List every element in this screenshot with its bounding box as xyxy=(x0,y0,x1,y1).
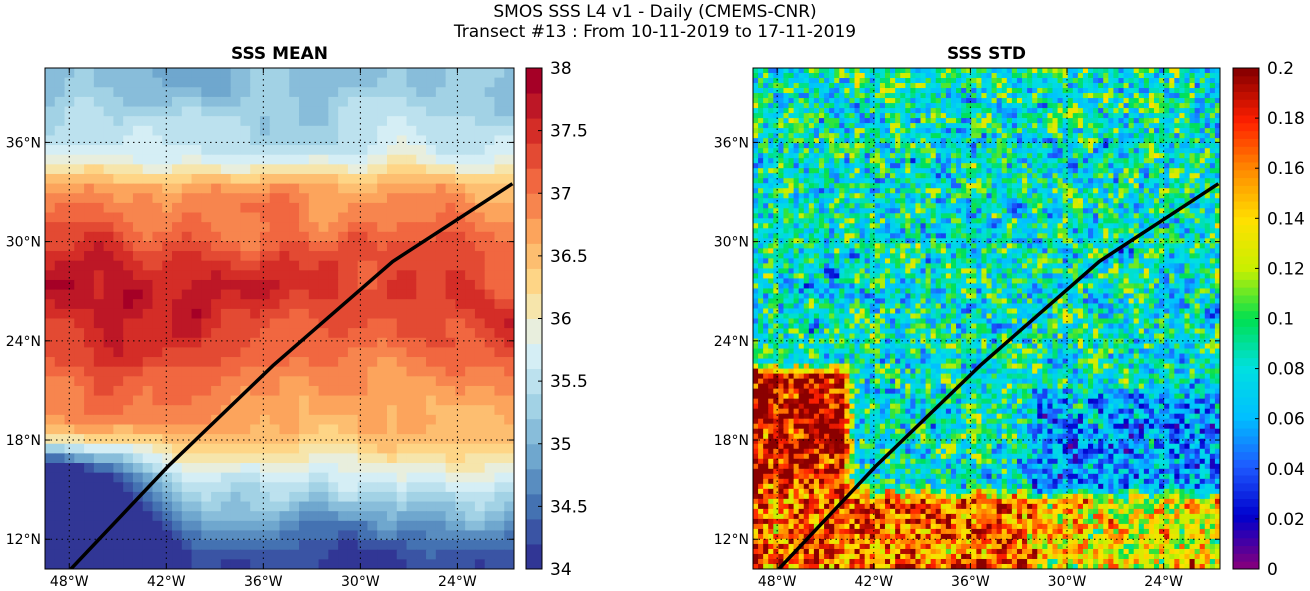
colorbar-tick-label: 0.02 xyxy=(1267,510,1305,530)
salinity-field xyxy=(45,68,514,569)
colorbar-tick-label: 38 xyxy=(550,59,572,79)
panel-title: SSS MEAN xyxy=(231,44,328,64)
colorbar-tick-label: 36 xyxy=(550,310,572,330)
x-tick-label: 36°W xyxy=(244,574,283,590)
y-tick-label: 12°N xyxy=(714,532,749,548)
transect-line xyxy=(69,182,514,569)
colorbar-tick-label: 0 xyxy=(1267,560,1278,580)
transect-line xyxy=(777,182,1220,569)
colorbar: 34 34.5 35 35.5 36 36.5 37 37.5 38 xyxy=(525,59,588,580)
x-tick-label: 48°W xyxy=(758,574,797,590)
x-tick-label: 48°W xyxy=(50,574,89,590)
x-tick-label: 24°W xyxy=(1144,574,1183,590)
y-tick-label: 18°N xyxy=(714,433,749,449)
y-tick-label: 18°N xyxy=(6,433,41,449)
colorbar: 0 0.02 0.04 0.06 0.08 0.1 0.12 0.14 0.16 0.18 0.2 xyxy=(1232,59,1305,580)
colorbar-tick-label: 0.16 xyxy=(1267,159,1305,179)
colorbar-tick-label: 35.5 xyxy=(550,372,588,392)
x-tick-label: 30°W xyxy=(1048,574,1087,590)
colorbar-tick-label: 37.5 xyxy=(550,122,588,142)
colorbar-tick-label: 34.5 xyxy=(550,497,588,517)
x-tick-label: 42°W xyxy=(854,574,893,590)
y-tick-label: 30°N xyxy=(6,235,41,251)
panel-sss-mean: 48°W 42°W 36°W 30°W 24°W 12°N 18°N 24°N 30°N 36°N… xyxy=(6,44,588,590)
x-tick-label: 36°W xyxy=(951,574,990,590)
y-tick-label: 24°N xyxy=(6,334,41,350)
colorbar-tick-label: 35 xyxy=(550,435,572,455)
x-tick-label: 30°W xyxy=(341,574,380,590)
grid-lines xyxy=(753,68,1220,569)
colorbar-tick-label: 0.04 xyxy=(1267,460,1305,480)
y-tick-label: 24°N xyxy=(714,334,749,350)
colorbar-tick-label: 0.2 xyxy=(1267,59,1294,79)
y-tick-label: 36°N xyxy=(714,135,749,151)
colorbar-tick-label: 34 xyxy=(550,560,572,580)
colorbar-tick-label: 0.1 xyxy=(1267,310,1294,330)
colorbar-tick-label: 0.12 xyxy=(1267,259,1305,279)
colorbar-tick-label: 36.5 xyxy=(550,247,588,267)
x-tick-label: 24°W xyxy=(438,574,477,590)
panel-sss-std: 48°W 42°W 36°W 30°W 24°W 12°N 18°N 24°N 30°N 36°N… xyxy=(714,44,1305,590)
panel-title: SSS STD xyxy=(947,44,1026,64)
y-tick-label: 30°N xyxy=(714,235,749,251)
y-tick-label: 12°N xyxy=(6,532,41,548)
y-tick-label: 36°N xyxy=(6,135,41,151)
colorbar-tick-label: 0.08 xyxy=(1267,360,1305,380)
figure-subtitle: Transect #13 : From 10-11-2019 to 17-11-… xyxy=(453,22,857,42)
axes-frame xyxy=(44,67,515,570)
std-field xyxy=(753,68,1220,569)
colorbar-tick-label: 37 xyxy=(550,184,572,204)
x-tick-label: 42°W xyxy=(147,574,186,590)
axes-frame xyxy=(752,67,1221,570)
colorbar-tick-label: 0.06 xyxy=(1267,410,1305,430)
colorbar-tick-label: 0.14 xyxy=(1267,209,1305,229)
grid-lines xyxy=(45,68,514,569)
colorbar-tick-label: 0.18 xyxy=(1267,109,1305,129)
figure-title: SMOS SSS L4 v1 - Daily (CMEMS-CNR) xyxy=(493,2,817,22)
